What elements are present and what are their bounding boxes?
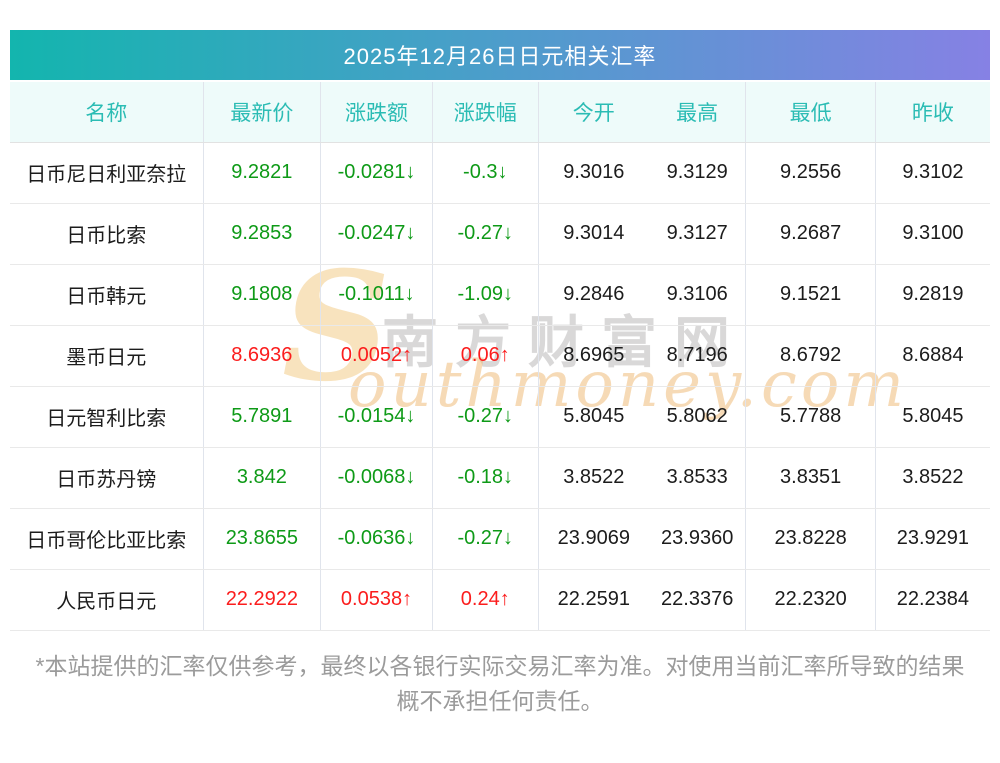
cell-change-amount: -0.0281↓ (320, 142, 433, 204)
cell-high: 9.3129 (648, 142, 746, 204)
cell-last-price: 9.2853 (202, 203, 321, 265)
cell-last-price: 22.2922 (202, 569, 321, 631)
rates-table: 名称 最新价 涨跌额 涨跌幅 今开 最高 最低 昨收 日币尼日利亚奈拉 9.2821 -0.028… (10, 82, 990, 631)
disclaimer: *本站提供的汇率仅供参考，最终以各银行实际交易汇率为准。对使用当前汇率所导致的结… (0, 649, 1000, 719)
cell-currency-name: 日元智利比索 (10, 386, 204, 448)
table-row: 日币韩元 9.1808 -0.1011↓ -1.09↓ 9.2846 9.3106 9.15… (10, 264, 990, 326)
cell-high: 9.3106 (648, 264, 746, 326)
table-row: 日币尼日利亚奈拉 9.2821 -0.0281↓ -0.3↓ 9.3016 9.3129 9… (10, 142, 990, 204)
cell-currency-name: 日币苏丹镑 (10, 447, 204, 509)
exchange-rate-table-panel: 2025年12月26日日元相关汇率 S 南方财富网 outhmoney.com … (10, 30, 990, 631)
cell-change-amount: -0.0068↓ (320, 447, 433, 509)
cell-change-percent: -0.27↓ (431, 203, 539, 265)
column-header-5: 最高 (648, 82, 746, 143)
column-header-4: 今开 (537, 82, 649, 143)
cell-high: 5.8062 (648, 386, 746, 448)
column-header-6: 最低 (745, 82, 876, 143)
cell-change-percent: -0.27↓ (431, 386, 539, 448)
disclaimer-line-2: 概不承担任何责任。 (396, 687, 604, 714)
cell-change-percent: 0.06↑ (431, 325, 539, 387)
cell-open: 3.8522 (537, 447, 649, 509)
table-row: 人民币日元 22.2922 0.0538↑ 0.24↑ 22.2591 22.3376 22… (10, 569, 990, 631)
cell-last-price: 23.8655 (202, 508, 321, 570)
cell-last-price: 3.842 (202, 447, 321, 509)
cell-open: 23.9069 (537, 508, 649, 570)
cell-open: 22.2591 (537, 569, 649, 631)
cell-prev-close: 23.9291 (874, 508, 990, 570)
cell-prev-close: 3.8522 (874, 447, 990, 509)
title-bar: 2025年12月26日日元相关汇率 (10, 30, 990, 80)
cell-last-price: 9.2821 (202, 142, 321, 204)
disclaimer-line-1: *本站提供的汇率仅供参考，最终以各银行实际交易汇率为准。对使用当前汇率所导致的结… (35, 652, 965, 679)
table-row: 日币比索 9.2853 -0.0247↓ -0.27↓ 9.3014 9.3127 9.26… (10, 203, 990, 265)
cell-low: 5.7788 (745, 386, 876, 448)
page-title: 2025年12月26日日元相关汇率 (343, 44, 657, 69)
cell-change-amount: -0.1011↓ (320, 264, 433, 326)
cell-low: 22.2320 (745, 569, 876, 631)
cell-low: 8.6792 (745, 325, 876, 387)
cell-change-percent: -0.3↓ (431, 142, 539, 204)
cell-currency-name: 日币韩元 (10, 264, 204, 326)
column-header-7: 昨收 (874, 82, 990, 143)
cell-prev-close: 5.8045 (874, 386, 990, 448)
cell-change-amount: -0.0247↓ (320, 203, 433, 265)
cell-change-amount: 0.0052↑ (320, 325, 433, 387)
cell-low: 3.8351 (745, 447, 876, 509)
cell-change-amount: -0.0636↓ (320, 508, 433, 570)
cell-prev-close: 9.3102 (874, 142, 990, 204)
cell-change-percent: -0.27↓ (431, 508, 539, 570)
cell-currency-name: 人民币日元 (10, 569, 204, 631)
cell-currency-name: 日币尼日利亚奈拉 (10, 142, 204, 204)
cell-prev-close: 9.2819 (874, 264, 990, 326)
column-header-1: 最新价 (202, 82, 321, 143)
cell-currency-name: 墨币日元 (10, 325, 204, 387)
cell-change-amount: 0.0538↑ (320, 569, 433, 631)
column-header-0: 名称 (10, 82, 204, 143)
cell-open: 5.8045 (537, 386, 649, 448)
cell-change-amount: -0.0154↓ (320, 386, 433, 448)
table-row: 墨币日元 8.6936 0.0052↑ 0.06↑ 8.6965 8.7196 8.6792… (10, 325, 990, 387)
cell-low: 23.8228 (745, 508, 876, 570)
cell-change-percent: -0.18↓ (431, 447, 539, 509)
table-row: 日币苏丹镑 3.842 -0.0068↓ -0.18↓ 3.8522 3.8533 3.83… (10, 447, 990, 509)
column-header-3: 涨跌幅 (431, 82, 539, 143)
cell-high: 22.3376 (648, 569, 746, 631)
cell-currency-name: 日币比索 (10, 203, 204, 265)
cell-last-price: 5.7891 (202, 386, 321, 448)
cell-high: 23.9360 (648, 508, 746, 570)
cell-prev-close: 22.2384 (874, 569, 990, 631)
cell-low: 9.1521 (745, 264, 876, 326)
cell-change-percent: 0.24↑ (431, 569, 539, 631)
cell-last-price: 8.6936 (202, 325, 321, 387)
cell-open: 8.6965 (537, 325, 649, 387)
cell-high: 9.3127 (648, 203, 746, 265)
column-header-2: 涨跌额 (320, 82, 433, 143)
cell-change-percent: -1.09↓ (431, 264, 539, 326)
table-header-row: 名称 最新价 涨跌额 涨跌幅 今开 最高 最低 昨收 (10, 82, 990, 143)
table-row: 日币哥伦比亚比索 23.8655 -0.0636↓ -0.27↓ 23.9069 23.9… (10, 508, 990, 570)
cell-prev-close: 9.3100 (874, 203, 990, 265)
cell-high: 3.8533 (648, 447, 746, 509)
cell-open: 9.3014 (537, 203, 649, 265)
table-row: 日元智利比索 5.7891 -0.0154↓ -0.27↓ 5.8045 5.8062 5.… (10, 386, 990, 448)
cell-low: 9.2556 (745, 142, 876, 204)
cell-prev-close: 8.6884 (874, 325, 990, 387)
cell-low: 9.2687 (745, 203, 876, 265)
cell-last-price: 9.1808 (202, 264, 321, 326)
cell-currency-name: 日币哥伦比亚比索 (10, 508, 204, 570)
cell-high: 8.7196 (648, 325, 746, 387)
cell-open: 9.3016 (537, 142, 649, 204)
cell-open: 9.2846 (537, 264, 649, 326)
